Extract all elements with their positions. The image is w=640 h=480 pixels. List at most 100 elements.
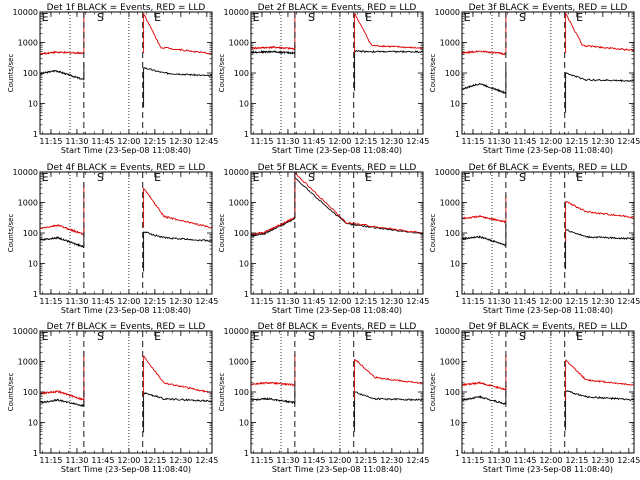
x-tick-label: 12:30 — [169, 137, 192, 146]
event-marker-label: E — [42, 11, 49, 24]
x-tick-label: 11:30 — [276, 456, 299, 465]
y-tick-label: 10000 — [435, 8, 460, 17]
events-series-line — [40, 69, 85, 81]
plot-frame — [250, 11, 424, 135]
x-tick-label: 11:45 — [513, 297, 536, 306]
x-tick-label: 12:15 — [143, 137, 166, 146]
y-tick-label: 10 — [239, 260, 249, 269]
x-tick-label: 12:30 — [169, 297, 192, 306]
y-tick-label: 100 — [445, 229, 460, 238]
events-series-line — [40, 398, 84, 408]
panel-title: Det 2f BLACK = Events, RED = LLD — [258, 3, 417, 13]
y-tick-label: 10000 — [13, 8, 38, 17]
y-tick-label: 10000 — [435, 168, 460, 177]
x-tick-label: 12:15 — [354, 456, 377, 465]
y-tick-label: 1000 — [229, 39, 249, 48]
x-tick-label: 12:45 — [195, 297, 218, 306]
events-series-line — [354, 49, 423, 54]
x-axis-label: Start Time (23-Sep-08 11:08:40) — [61, 146, 191, 155]
x-tick-label: 12:45 — [406, 297, 429, 306]
x-axis-label: Start Time (23-Sep-08 11:08:40) — [272, 465, 402, 474]
y-tick-label: 100 — [234, 229, 249, 238]
y-tick-label: 1000 — [18, 39, 38, 48]
lld-series-line — [251, 216, 296, 236]
x-tick-label: 12:30 — [169, 456, 192, 465]
event-marker-label: E — [464, 11, 471, 24]
events-series-line — [462, 235, 507, 247]
x-axis-label: Start Time (23-Sep-08 11:08:40) — [483, 465, 613, 474]
y-tick-label: 1 — [455, 449, 460, 458]
event-marker-label: E — [365, 171, 372, 184]
x-tick-label: 11:15 — [250, 456, 273, 465]
y-axis-label: Counts/sec — [218, 214, 226, 253]
events-series-line — [565, 389, 634, 401]
x-tick-label: 12:30 — [380, 456, 403, 465]
y-axis-label: Counts/sec — [7, 214, 15, 253]
y-tick-label: 10 — [28, 260, 38, 269]
lld-series-line — [40, 224, 84, 236]
y-axis-label: Counts/sec — [429, 214, 437, 253]
lld-series-line — [143, 355, 212, 393]
x-tick-label: 11:45 — [302, 297, 325, 306]
events-series-line — [462, 395, 507, 406]
event-marker-label: S — [97, 171, 104, 184]
y-tick-label: 1000 — [440, 199, 460, 208]
y-axis-label: Counts/sec — [218, 54, 226, 93]
event-marker-label: E — [464, 171, 471, 184]
x-tick-label: 11:15 — [39, 297, 62, 306]
lld-series-line — [251, 381, 296, 387]
y-tick-label: 10000 — [224, 168, 249, 177]
event-marker-label: E — [154, 171, 161, 184]
x-tick-label: 11:15 — [39, 456, 62, 465]
events-series-line — [295, 177, 423, 235]
lld-series-line — [565, 200, 634, 219]
events-series-line — [40, 236, 85, 248]
lld-series-line — [251, 45, 296, 51]
y-tick-label: 10 — [450, 100, 460, 109]
event-marker-label: E — [365, 330, 372, 343]
y-tick-label: 1000 — [18, 199, 38, 208]
x-tick-label: 12:30 — [591, 137, 614, 146]
x-tick-label: 11:30 — [65, 137, 88, 146]
y-tick-label: 1000 — [440, 358, 460, 367]
x-tick-label: 12:45 — [406, 137, 429, 146]
panel-title: Det 4f BLACK = Events, RED = LLD — [47, 163, 206, 173]
events-series-line — [565, 71, 634, 83]
x-tick-label: 12:15 — [565, 456, 588, 465]
y-tick-label: 10 — [239, 419, 249, 428]
panel-title: Det 6f BLACK = Events, RED = LLD — [469, 163, 628, 173]
panel-title: Det 3f BLACK = Events, RED = LLD — [469, 3, 628, 13]
x-tick-label: 12:30 — [591, 456, 614, 465]
y-tick-label: 10000 — [224, 8, 249, 17]
y-axis-label: Counts/sec — [7, 54, 15, 93]
y-tick-label: 10 — [239, 100, 249, 109]
y-tick-label: 100 — [234, 69, 249, 78]
y-tick-label: 10000 — [224, 327, 249, 336]
panel-title: Det 9f BLACK = Events, RED = LLD — [469, 322, 628, 332]
event-marker-label: S — [308, 171, 315, 184]
y-tick-label: 1 — [33, 449, 38, 458]
x-tick-label: 12:30 — [380, 137, 403, 146]
event-marker-label: S — [308, 330, 315, 343]
x-tick-label: 11:45 — [513, 456, 536, 465]
plot-frame — [461, 171, 635, 295]
x-tick-label: 12:30 — [380, 297, 403, 306]
y-tick-label: 1000 — [18, 358, 38, 367]
lld-series-line — [143, 187, 212, 229]
x-tick-label: 11:30 — [487, 297, 510, 306]
events-series-line — [462, 83, 507, 95]
x-tick-label: 12:00 — [539, 137, 562, 146]
x-tick-label: 12:00 — [539, 297, 562, 306]
events-series-line — [251, 396, 296, 405]
x-tick-label: 12:15 — [565, 137, 588, 146]
lld-series-line — [40, 50, 85, 56]
event-marker-label: E — [42, 330, 49, 343]
event-marker-label: E — [576, 330, 583, 343]
x-tick-label: 12:00 — [328, 456, 351, 465]
y-tick-label: 100 — [23, 229, 38, 238]
x-tick-label: 11:15 — [39, 137, 62, 146]
y-tick-label: 10 — [450, 260, 460, 269]
events-series-line — [565, 229, 634, 240]
